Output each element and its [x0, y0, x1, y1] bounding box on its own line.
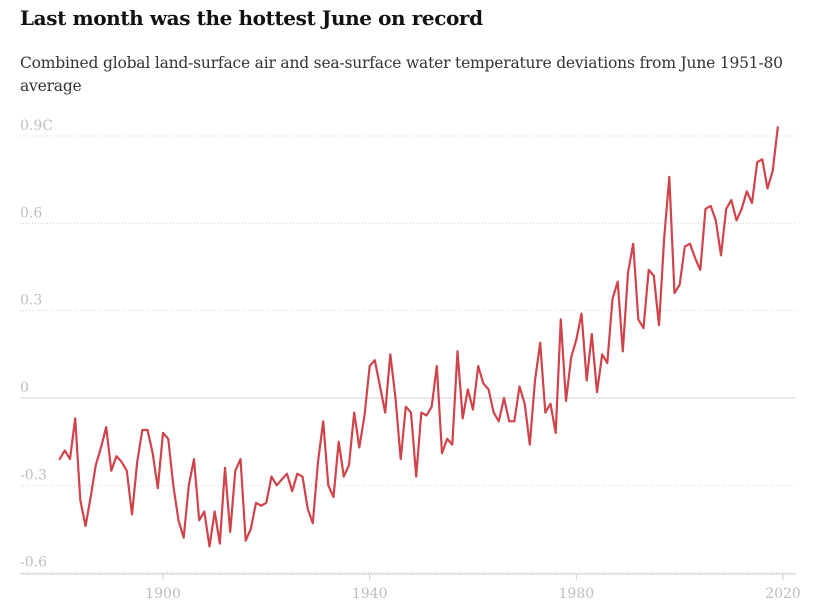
y-tick-label-0: 0.9C: [20, 118, 53, 134]
chart-title: Last month was the hottest June on recor…: [20, 6, 483, 30]
x-axis: 1900 1940 1980 2020: [20, 573, 801, 602]
y-tick-label-3: 0: [20, 380, 29, 396]
x-tick-label-3: 2020: [765, 586, 801, 602]
y-tick-label-5: -0.6: [20, 555, 47, 571]
x-tick-label-1: 1940: [352, 586, 388, 602]
series-line-0: [58, 126, 779, 548]
y-tick-label-4: -0.3: [20, 467, 47, 483]
chart-subtitle: Combined global land-surface air and sea…: [20, 54, 783, 95]
x-tick-label-2: 1980: [559, 586, 595, 602]
series-layer: [58, 126, 779, 548]
y-tick-label-1: 0.6: [20, 205, 42, 221]
y-tick-label-2: 0.3: [20, 293, 42, 309]
grid-layer: 0.9C 0.6 0.3 0 -0.3 -0.6: [20, 118, 796, 574]
x-tick-label-0: 1900: [145, 586, 181, 602]
